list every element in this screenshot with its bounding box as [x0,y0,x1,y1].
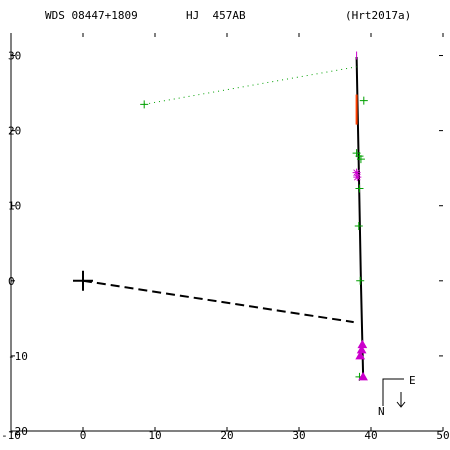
measure-plus-point [354,221,363,230]
y-tick-label: -20 [8,425,28,438]
east-label: E [409,374,416,387]
orbit-curve [355,56,365,375]
north-label: N [378,405,385,418]
y-tick-label: 10 [8,200,21,213]
y-tick-label: 20 [8,125,21,138]
y-tick-label: 0 [8,275,15,288]
measure-plus-point [355,184,364,193]
wds-designation: WDS 08447+1809 [45,9,138,22]
measure-triangle-point [356,344,367,354]
orientation-indicator: E N [378,374,416,418]
x-tick-label: 10 [148,429,161,442]
orientation-axes [382,378,404,406]
x-tick-label: -10 [1,429,21,442]
measure-star-point [353,173,362,182]
x-tick-label: 40 [364,429,377,442]
plot-frame [10,33,443,432]
residual-line [144,66,357,105]
y-tick-label: -10 [8,350,28,363]
primary-star-marker [73,270,93,291]
data-marks [73,51,368,381]
y-tick-label: 30 [8,50,21,63]
measure-plus-point [356,276,365,285]
measure-triangle-point [358,371,368,381]
measure-plus-point [359,96,368,105]
motion-arrow-head [396,401,406,408]
x-tick-label: 20 [220,429,233,442]
orbit-reference: (Hrt2017a) [345,9,412,22]
discoverer-designation: HJ 457AB [186,9,246,22]
x-tick-label: 0 [80,429,87,442]
periastron-line [82,279,354,324]
measure-plus-point [356,155,365,164]
x-tick-label: 30 [292,429,305,442]
measure-plus-point [140,100,149,109]
measure-star-point [352,168,361,177]
measure-triangle-point [355,350,366,360]
x-tick-label: 50 [436,429,449,442]
